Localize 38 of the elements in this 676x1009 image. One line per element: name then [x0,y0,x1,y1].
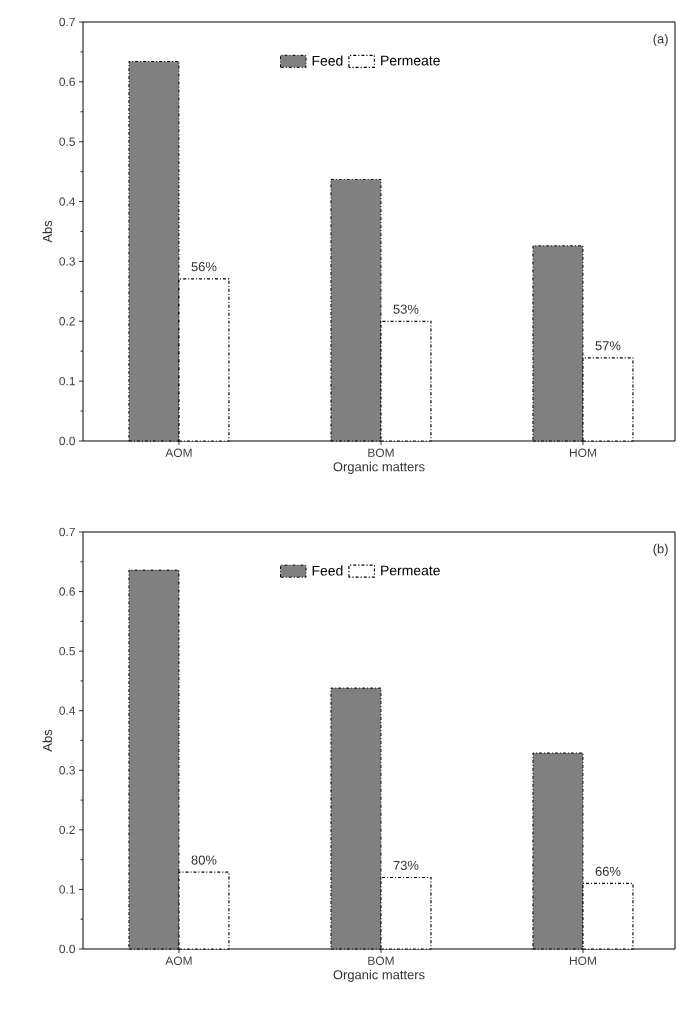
y-tick-label: 0.1 [59,885,75,894]
annotation: 57% [595,341,621,351]
legend-label: Permeate [381,55,440,66]
y-tick-label: 0.5 [59,646,75,656]
x-tick-label: BOM [368,956,394,965]
y-axis-title: Abs [42,220,53,243]
annotation: 73% [393,860,419,870]
x-tick-label: AOM [165,956,192,965]
y-tick-label: 0.5 [59,137,75,146]
y-tick-label: 0.2 [59,825,75,835]
y-tick-label: 0.6 [59,77,75,87]
legend-label: Permeate [381,565,440,576]
y-tick-label: 0.1 [59,376,75,386]
y-tick-label: 0.3 [59,257,75,266]
annotation: 66% [595,866,621,876]
y-tick-label: 0.6 [59,587,75,596]
y-tick-label: 0.0 [59,944,76,954]
x-tick-label: HOM [569,956,596,965]
x-axis-title: Organic matters [333,461,425,474]
annotation: 80% [191,855,217,865]
x-tick-label: BOM [368,448,394,457]
y-tick-label: 0.2 [59,317,75,326]
annotation: (a) [653,33,668,46]
legend-label: Feed [312,565,343,576]
legend-label: Feed [312,55,343,66]
y-tick-label: 0.3 [59,766,75,775]
y-tick-label: 0.4 [59,706,76,715]
y-tick-label: 0.4 [59,197,76,206]
y-tick-label: 0.7 [59,527,75,537]
x-tick-label: AOM [165,448,192,457]
y-tick-label: 0.7 [59,17,75,27]
annotation: (b) [653,543,668,556]
y-axis-title: Abs [42,729,53,752]
y-tick-label: 0.0 [59,436,76,446]
x-tick-label: HOM [569,448,596,457]
annotation: 56% [191,262,217,272]
annotation: 53% [393,304,419,314]
x-axis-title: Organic matters [333,969,425,982]
